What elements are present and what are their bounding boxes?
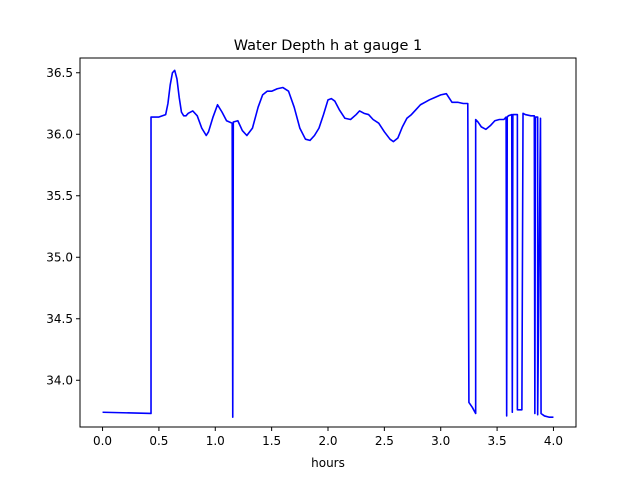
x-axis-label: hours — [311, 456, 345, 470]
x-tick-label: 0.5 — [149, 434, 168, 448]
y-tick-label: 35.0 — [46, 250, 73, 264]
series-line-0 — [102, 69, 554, 418]
x-tick-label: 1.5 — [262, 434, 281, 448]
y-tick-label: 34.5 — [46, 312, 73, 326]
x-tick-label: 1.0 — [206, 434, 225, 448]
x-tick-label: 3.5 — [488, 434, 507, 448]
x-axis: 0.0 0.5 1.0 1.5 2.0 2.5 3.0 3.5 4.0 — [93, 427, 563, 448]
chart-title: Water Depth h at gauge 1 — [234, 38, 422, 54]
x-tick-label: 3.0 — [431, 434, 450, 448]
x-tick-label: 2.5 — [375, 434, 394, 448]
y-tick-label: 34.0 — [46, 373, 73, 387]
x-tick-label: 2.0 — [318, 434, 337, 448]
x-tick-label: 0.0 — [93, 434, 112, 448]
y-tick-label: 36.0 — [46, 127, 73, 141]
y-axis: 34.0 34.5 35.0 35.5 36.0 36.5 — [46, 66, 80, 387]
x-tick-label: 4.0 — [544, 434, 563, 448]
y-tick-label: 36.5 — [46, 66, 73, 80]
y-tick-label: 35.5 — [46, 189, 73, 203]
plot-area — [102, 69, 554, 418]
